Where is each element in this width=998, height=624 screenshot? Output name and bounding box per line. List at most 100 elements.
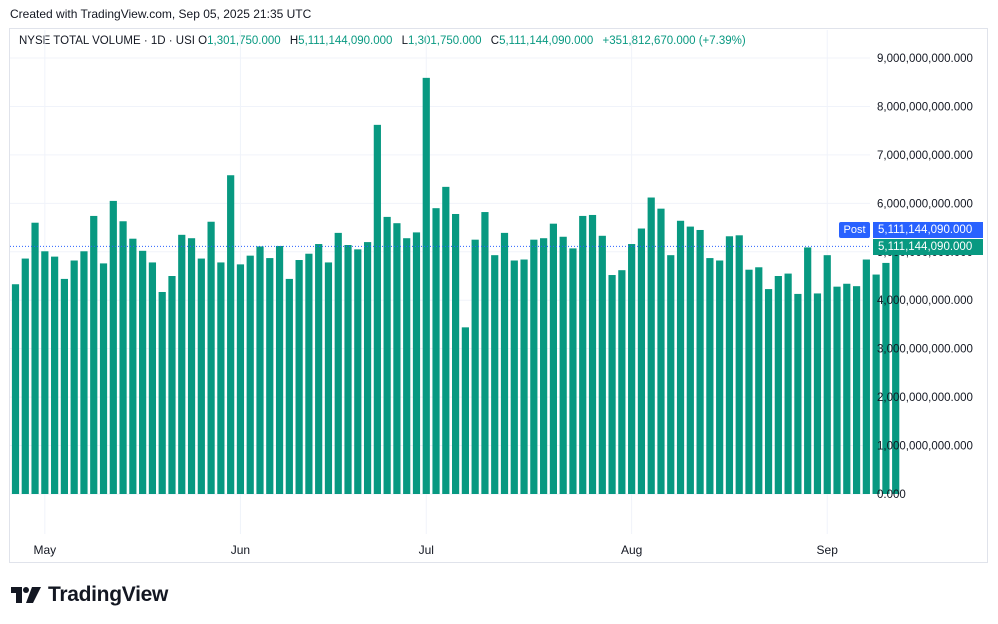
volume-bar[interactable]: [51, 256, 59, 494]
volume-bar[interactable]: [256, 246, 264, 494]
volume-bar[interactable]: [598, 235, 606, 495]
volume-bar[interactable]: [843, 283, 851, 494]
volume-bar[interactable]: [315, 244, 323, 494]
volume-bar[interactable]: [667, 255, 675, 494]
volume-bar[interactable]: [197, 258, 205, 494]
volume-bar[interactable]: [628, 244, 636, 494]
volume-bar[interactable]: [461, 327, 469, 494]
volume-bar[interactable]: [334, 232, 342, 494]
volume-bar[interactable]: [862, 259, 870, 494]
volume-bar[interactable]: [70, 260, 78, 495]
volume-bars: [11, 77, 900, 495]
logo-text: TradingView: [48, 583, 169, 606]
volume-bar[interactable]: [500, 232, 509, 494]
volume-bar[interactable]: [295, 260, 303, 494]
volume-bar[interactable]: [852, 286, 861, 494]
volume-bar[interactable]: [442, 186, 450, 495]
volume-bar[interactable]: [794, 293, 802, 494]
tradingview-logo[interactable]: TradingView: [11, 582, 168, 608]
volume-bar[interactable]: [706, 258, 714, 494]
y-tick-label: 8,000,000,000.000: [877, 101, 973, 113]
volume-bar[interactable]: [80, 251, 88, 494]
volume-bar[interactable]: [31, 222, 39, 494]
volume-bar[interactable]: [90, 215, 98, 494]
volume-bar[interactable]: [403, 238, 411, 494]
volume-bar[interactable]: [559, 236, 567, 494]
volume-bar[interactable]: [373, 124, 381, 494]
volume-bar[interactable]: [227, 175, 235, 495]
volume-bar[interactable]: [510, 260, 518, 495]
volume-bar[interactable]: [139, 250, 147, 494]
volume-bar[interactable]: [471, 239, 479, 494]
volume-bar[interactable]: [148, 262, 157, 494]
volume-bar[interactable]: [246, 255, 254, 494]
volume-bar[interactable]: [637, 228, 646, 494]
volume-bar[interactable]: [324, 262, 333, 494]
volume-bar[interactable]: [158, 291, 166, 494]
volume-bar[interactable]: [520, 259, 528, 494]
volume-bar[interactable]: [764, 289, 773, 494]
volume-bar[interactable]: [882, 262, 890, 494]
volume-bar[interactable]: [569, 248, 577, 494]
volume-bar[interactable]: [745, 269, 753, 494]
volume-bar[interactable]: [129, 238, 137, 494]
volume-bar[interactable]: [696, 229, 704, 495]
volume-bar[interactable]: [491, 255, 499, 494]
volume-bar[interactable]: [21, 258, 29, 494]
volume-bar[interactable]: [178, 234, 186, 494]
volume-bar[interactable]: [892, 246, 900, 494]
volume-bar[interactable]: [187, 238, 196, 494]
volume-bar[interactable]: [393, 223, 401, 494]
volume-bar[interactable]: [774, 276, 782, 494]
volume-bar[interactable]: [354, 249, 362, 494]
volume-bar[interactable]: [823, 255, 831, 494]
volume-bar[interactable]: [481, 212, 489, 495]
volume-bar[interactable]: [412, 232, 421, 494]
volume-bar[interactable]: [168, 276, 176, 494]
volume-bar[interactable]: [579, 215, 587, 494]
volume-bar[interactable]: [99, 263, 108, 494]
legend-open-label: O: [198, 35, 208, 47]
volume-bar[interactable]: [285, 278, 293, 494]
volume-bar[interactable]: [725, 236, 734, 494]
volume-bar[interactable]: [236, 264, 245, 494]
volume-bar[interactable]: [608, 275, 616, 494]
volume-bar[interactable]: [657, 208, 665, 494]
volume-bar[interactable]: [266, 258, 274, 494]
volume-bar[interactable]: [60, 278, 68, 494]
legend-symbol[interactable]: NYSE TOTAL VOLUME · 1D · USI: [19, 35, 195, 47]
volume-bar[interactable]: [872, 274, 880, 494]
volume-bar[interactable]: [530, 239, 538, 494]
volume-bar[interactable]: [363, 242, 372, 494]
volume-bar[interactable]: [109, 200, 117, 494]
x-tick-label: Jun: [231, 543, 250, 557]
volume-bar[interactable]: [618, 270, 626, 494]
volume-bar[interactable]: [275, 245, 284, 494]
volume-bar[interactable]: [11, 284, 20, 494]
volume-bar[interactable]: [344, 245, 352, 494]
volume-bar[interactable]: [647, 197, 655, 494]
volume-bar[interactable]: [804, 247, 812, 494]
volume-bar[interactable]: [207, 221, 215, 495]
volume-bar[interactable]: [422, 77, 430, 495]
volume-bar[interactable]: [755, 267, 763, 494]
volume-bar[interactable]: [813, 293, 822, 494]
volume-bar[interactable]: [119, 221, 127, 494]
volume-bar[interactable]: [549, 223, 557, 494]
volume-bar[interactable]: [676, 220, 685, 494]
volume-bar[interactable]: [735, 235, 743, 494]
volume-bar[interactable]: [784, 273, 792, 494]
volume-bar[interactable]: [716, 260, 724, 495]
volume-bar[interactable]: [305, 253, 313, 494]
volume-bar[interactable]: [540, 238, 548, 494]
volume-bar[interactable]: [452, 213, 460, 495]
volume-bar[interactable]: [686, 226, 694, 494]
volume-bar[interactable]: [383, 216, 391, 494]
volume-bar[interactable]: [833, 286, 841, 494]
volume-bar[interactable]: [588, 214, 597, 494]
volume-bar[interactable]: [432, 208, 440, 494]
last-price-tag: 5,111,144,090.000: [873, 239, 983, 255]
volume-bar[interactable]: [41, 251, 49, 494]
volume-bar[interactable]: [217, 262, 225, 494]
